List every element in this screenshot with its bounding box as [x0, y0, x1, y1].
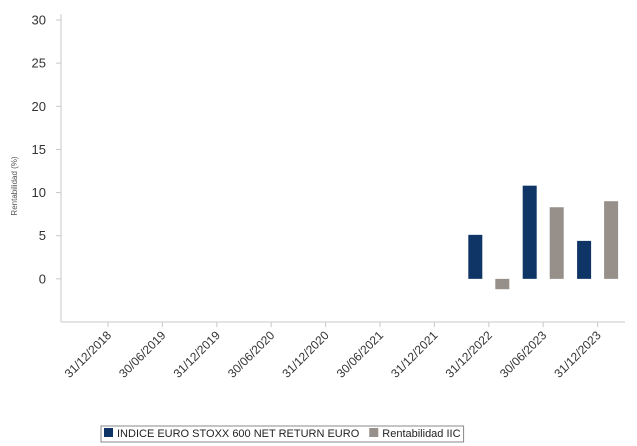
legend-label: INDICE EURO STOXX 600 NET RETURN EURO [117, 428, 360, 440]
legend-swatch [104, 428, 113, 437]
legend: INDICE EURO STOXX 600 NET RETURN EURO Ren… [100, 425, 465, 443]
y-tick-label: 30 [32, 13, 46, 28]
axes [56, 14, 625, 327]
bar-fund [549, 207, 564, 279]
bars [468, 185, 619, 290]
x-tick-label: 31/12/2022 [443, 328, 496, 381]
bar-index [522, 185, 537, 279]
x-tick-label: 31/12/2023 [551, 328, 604, 381]
y-axis-label: Rentabilidad (%) [10, 156, 19, 215]
bar-fund [495, 278, 510, 290]
y-tick-label: 10 [32, 185, 46, 200]
y-tick-label: 25 [32, 56, 46, 71]
x-tick-label: 30/06/2019 [116, 328, 169, 381]
y-tick-label: 20 [32, 99, 46, 114]
x-tick-label: 30/06/2023 [497, 328, 550, 381]
x-tick-label: 31/12/2018 [62, 328, 115, 381]
x-tick-label: 31/12/2021 [388, 328, 441, 381]
x-tick-label: 30/06/2021 [334, 328, 387, 381]
bar-index [468, 234, 483, 279]
x-tick-label: 31/12/2020 [279, 328, 332, 381]
x-tick-label: 30/06/2020 [225, 328, 278, 381]
bar-index [577, 240, 592, 279]
y-tick-label: 15 [32, 142, 46, 157]
y-tick-label: 0 [39, 271, 46, 286]
legend-frame [100, 425, 465, 443]
x-tick-label: 31/12/2019 [171, 328, 224, 381]
legend-swatch [369, 428, 379, 437]
bar-fund [604, 201, 619, 279]
y-tick-label: 5 [39, 228, 46, 243]
legend-label: Rentabilidad IIC [382, 428, 460, 440]
